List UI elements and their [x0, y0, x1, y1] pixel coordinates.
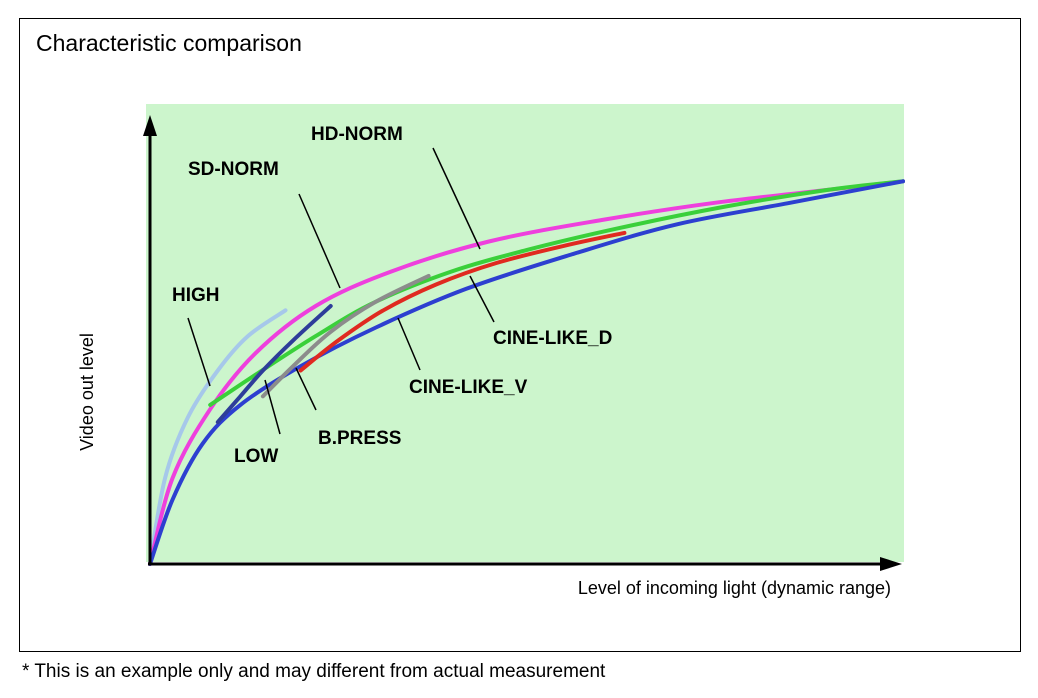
- x-axis-label: Level of incoming light (dynamic range): [578, 578, 891, 598]
- leader-cine-like-v: [397, 317, 421, 371]
- leader-sd-norm: [298, 193, 341, 289]
- label-sd-norm: SD-NORM: [188, 159, 279, 180]
- series-line-high: [148, 308, 288, 566]
- leader-low: [264, 379, 281, 435]
- label-b-press: B.PRESS: [318, 428, 401, 449]
- label-high: HIGH: [172, 285, 220, 306]
- chart-title: Characteristic comparison: [36, 30, 302, 56]
- y-axis-label: Video out level: [77, 333, 97, 451]
- x-axis-arrowhead: [880, 557, 902, 571]
- annotations: HIGH SD-NORM HD-NORM CINE-LIKE_D CINE-LI…: [172, 124, 612, 467]
- leader-high: [187, 317, 211, 387]
- y-axis-arrowhead: [143, 115, 157, 136]
- series-line-cine-like-v: [298, 230, 627, 373]
- series-line-cine-like-d: [148, 179, 905, 566]
- series-line-b-press: [260, 273, 431, 399]
- series-line-sd-norm: [148, 179, 905, 566]
- leader-cine-like-d: [469, 275, 495, 323]
- label-low: LOW: [234, 446, 278, 467]
- axes: [143, 115, 902, 571]
- footnote: * This is an example only and may differ…: [22, 661, 606, 682]
- label-cine-like-d: CINE-LIKE_D: [493, 328, 612, 349]
- label-cine-like-v: CINE-LIKE_V: [409, 377, 528, 398]
- leader-hd-norm: [432, 147, 481, 250]
- series-layer: [148, 179, 905, 566]
- series-line-low: [215, 304, 333, 425]
- plot-background: [146, 104, 904, 562]
- leader-b-press: [295, 367, 317, 411]
- chart-frame: [19, 18, 1021, 652]
- series-line-hd-norm: [208, 179, 905, 407]
- label-hd-norm: HD-NORM: [311, 124, 403, 145]
